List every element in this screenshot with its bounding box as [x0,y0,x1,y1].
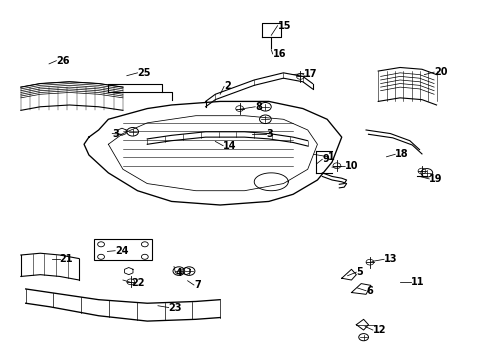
Text: 4: 4 [175,268,182,278]
Bar [94,239,152,260]
Text: 22: 22 [131,278,144,288]
Text: 23: 23 [168,302,182,312]
Text: 14: 14 [223,141,236,151]
Text: 26: 26 [56,56,70,66]
Text: 9: 9 [322,154,328,164]
Text: 18: 18 [394,149,408,159]
Text: 3: 3 [266,129,273,139]
Text: 17: 17 [303,68,317,78]
Text: 19: 19 [428,174,442,184]
Text: 6: 6 [366,286,372,296]
Text: 25: 25 [137,68,151,78]
Text: 3: 3 [112,129,119,139]
Text: 20: 20 [433,67,447,77]
Text: 7: 7 [194,280,200,290]
Text: 5: 5 [356,267,362,277]
Text: 13: 13 [383,254,397,264]
Text: 8: 8 [255,102,262,112]
Text: 16: 16 [272,49,285,59]
Text: 1: 1 [327,152,334,162]
Text: 21: 21 [60,254,73,264]
Text: 24: 24 [115,246,128,256]
Text: 10: 10 [345,161,358,171]
Text: 2: 2 [224,81,230,91]
Text: 15: 15 [277,21,290,31]
Text: 11: 11 [410,277,424,287]
Text: 12: 12 [372,325,386,335]
